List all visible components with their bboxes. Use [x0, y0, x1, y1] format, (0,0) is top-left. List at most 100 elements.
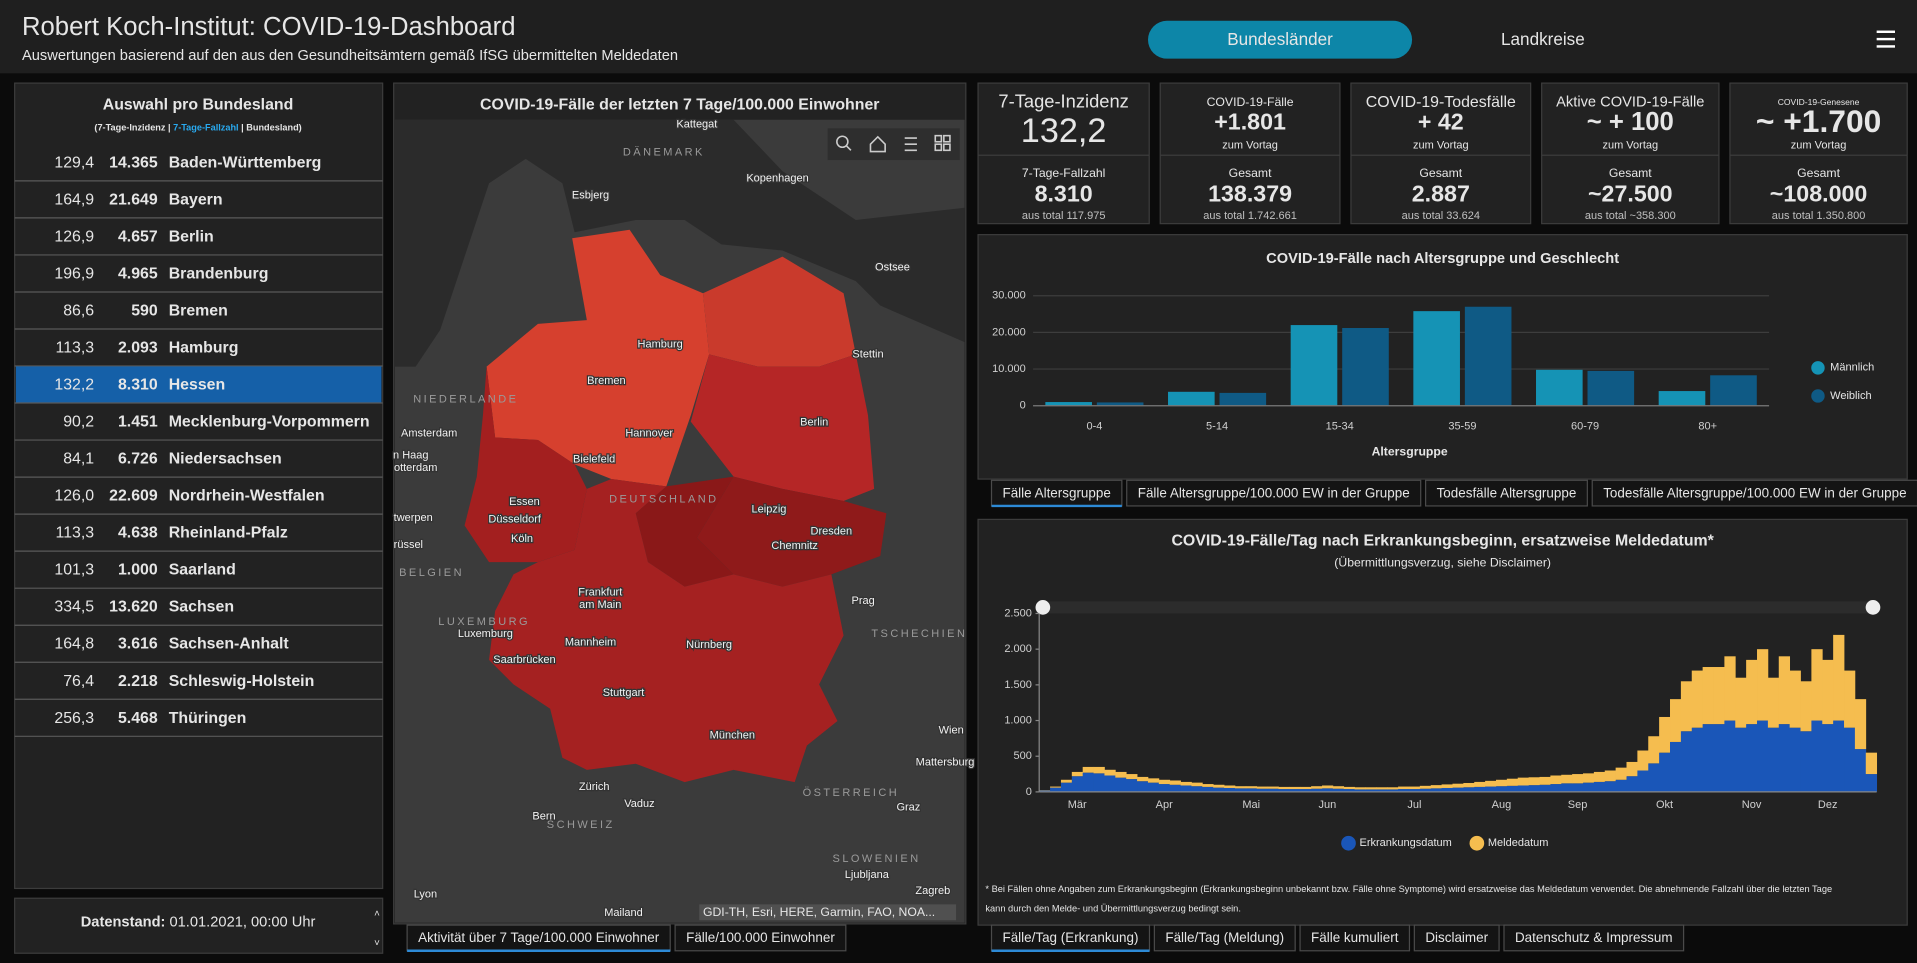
state-row[interactable]: 126,9 4.657 Berlin: [14, 218, 383, 256]
incidence: 196,9: [54, 265, 94, 282]
kpi-note: zum Vortag: [1413, 139, 1469, 151]
bar-segment: [1245, 788, 1258, 792]
map[interactable]: Kattegat DÄNEMARK Kopenhagen Esbjerg Ostsee H…: [392, 117, 976, 923]
tab-box: [1424, 479, 1588, 507]
kpi-label: Aktive COVID-19-Fälle: [1556, 95, 1704, 111]
scroll-arrow[interactable]: ˅: [374, 938, 380, 949]
place-label: Kattegat: [676, 119, 717, 131]
tab[interactable]: Todesfälle Altersgruppe: [1424, 479, 1588, 507]
case-count: 1.000: [118, 562, 158, 579]
tab[interactable]: Disclaimer: [1413, 924, 1500, 952]
incidence: 126,9: [54, 228, 94, 245]
bar-segment: [1463, 782, 1475, 788]
state-row[interactable]: 76,4 2.218 Schleswig-Holstein: [14, 663, 383, 700]
state-row[interactable]: 196,9 4.965 Brandenburg: [14, 255, 383, 293]
header-tabs: Bundesländer Landkreise: [1147, 20, 1675, 59]
state-row[interactable]: 113,3 2.093 Hamburg: [14, 329, 383, 367]
tab-label: Fälle/Tag (Meldung): [1165, 930, 1284, 945]
bar-segment: [1626, 761, 1638, 777]
state-name: Nordrhein-Westfalen: [169, 488, 325, 505]
header-subtitle: Auswertungen basierend auf den aus den G…: [22, 48, 678, 64]
bar-segment: [1398, 789, 1410, 792]
place-label: Berlin: [800, 417, 828, 429]
kpi-box: [1159, 82, 1341, 225]
slider-handle[interactable]: [1865, 600, 1881, 615]
y-tick-label: 10.000: [992, 363, 1026, 375]
bar-segment: [1735, 727, 1747, 792]
home-icon[interactable]: [869, 135, 886, 153]
legend-part: (7-Tage-Inzidenz |: [94, 123, 170, 133]
case-count: 2.093: [118, 339, 158, 356]
bar-segment: [1191, 786, 1203, 792]
state-row[interactable]: 132,2 8.310 Hessen: [14, 366, 383, 404]
bar-segment: [1376, 787, 1388, 790]
state-row[interactable]: 126,0 22.609 Nordrhein-Westfalen: [14, 477, 383, 515]
bar-segment: [1506, 778, 1519, 786]
place-label: Graz: [896, 802, 920, 814]
map-tools[interactable]: [836, 134, 951, 153]
state-row[interactable]: 101,3 1.000 Saarland: [14, 552, 383, 589]
state-row[interactable]: 256,3 5.468 Thüringen: [14, 700, 383, 737]
bar-segment: [1398, 786, 1410, 790]
region: [635, 476, 734, 587]
qr-icon[interactable]: [934, 134, 943, 143]
place-label: Luxemburg: [458, 628, 513, 640]
header-tab[interactable]: Landkreise: [1411, 21, 1675, 59]
case-count: 8.310: [118, 377, 158, 394]
list-icon[interactable]: [904, 137, 917, 152]
tab[interactable]: Fälle Altersgruppe: [990, 479, 1123, 508]
place-label: Essen: [509, 496, 540, 508]
state-row[interactable]: 334,5 13.620 Sachsen: [14, 589, 383, 626]
tab[interactable]: Todesfälle Altersgruppe/100.000 EW in de…: [1591, 479, 1917, 507]
place-label: Frankfurt: [578, 587, 622, 599]
bar-segment: [1517, 777, 1529, 786]
case-count: 3.616: [118, 636, 158, 653]
tab[interactable]: Fälle kumuliert: [1299, 924, 1411, 952]
range-slider[interactable]: [1042, 601, 1875, 614]
pill: [1147, 20, 1413, 59]
state-row[interactable]: 86,6 590 Bremen: [14, 292, 383, 330]
country-label: BELGIEN: [399, 567, 464, 579]
bar-segment: [1582, 782, 1595, 792]
case-count: 21.649: [109, 191, 158, 208]
kpi-label: 7-Tage-Inzidenz: [998, 91, 1128, 112]
bar-segment: [1485, 780, 1497, 787]
bar-segment: [1702, 667, 1714, 725]
place-label: Hamburg: [638, 339, 683, 351]
state-row[interactable]: 90,2 1.451 Mecklenburg-Vorpommern: [14, 403, 383, 441]
bar-segment: [1311, 788, 1323, 792]
tab[interactable]: Fälle/100.000 Einwohner: [674, 924, 847, 952]
bar-segment: [1517, 785, 1529, 792]
kpi-label: COVID-19-Genesene: [1778, 97, 1860, 107]
kpi-bottom-label: Gesamt: [1609, 166, 1652, 180]
bar-segment: [1844, 670, 1856, 728]
slider-handle[interactable]: [1035, 600, 1051, 615]
menu-icon[interactable]: [1876, 30, 1895, 48]
bar-segment: [1430, 785, 1442, 789]
kpi-bottom-note: aus total 1.742.661: [1203, 210, 1297, 222]
state-row[interactable]: 164,9 21.649 Bayern: [14, 181, 383, 219]
bar-segment: [1528, 785, 1540, 792]
qr-icon: [943, 143, 951, 152]
bar-segment: [1354, 787, 1366, 790]
tab[interactable]: Datenschutz & Impressum: [1503, 924, 1685, 952]
place-label: Prag: [852, 595, 875, 607]
bar-segment: [1463, 787, 1475, 792]
incidence: 101,3: [54, 562, 94, 579]
bar-segment: [1158, 779, 1171, 785]
bar-segment: [1082, 766, 1094, 773]
tab[interactable]: Fälle/Tag (Erkrankung): [990, 924, 1151, 953]
scroll-arrow[interactable]: ˄: [374, 909, 380, 920]
qr-icon: [934, 143, 943, 152]
tab[interactable]: Fälle Altersgruppe/100.000 EW in der Gru…: [1126, 479, 1422, 507]
place-label: Bielefeld: [573, 453, 615, 465]
header-tab[interactable]: Bundesländer: [1147, 20, 1413, 59]
x-tick-label: 80+: [1698, 420, 1717, 432]
tab[interactable]: Fälle/Tag (Meldung): [1153, 924, 1296, 952]
search-icon[interactable]: [836, 135, 849, 149]
state-row[interactable]: 113,3 4.638 Rheinland-Pfalz: [14, 514, 383, 552]
state-row[interactable]: 84,1 6.726 Niedersachsen: [14, 440, 383, 478]
state-row[interactable]: 129,4 14.365 Baden-Württemberg: [14, 144, 383, 182]
state-row[interactable]: 164,8 3.616 Sachsen-Anhalt: [14, 626, 383, 663]
tab[interactable]: Aktivität über 7 Tage/100.000 Einwohner: [406, 924, 671, 953]
